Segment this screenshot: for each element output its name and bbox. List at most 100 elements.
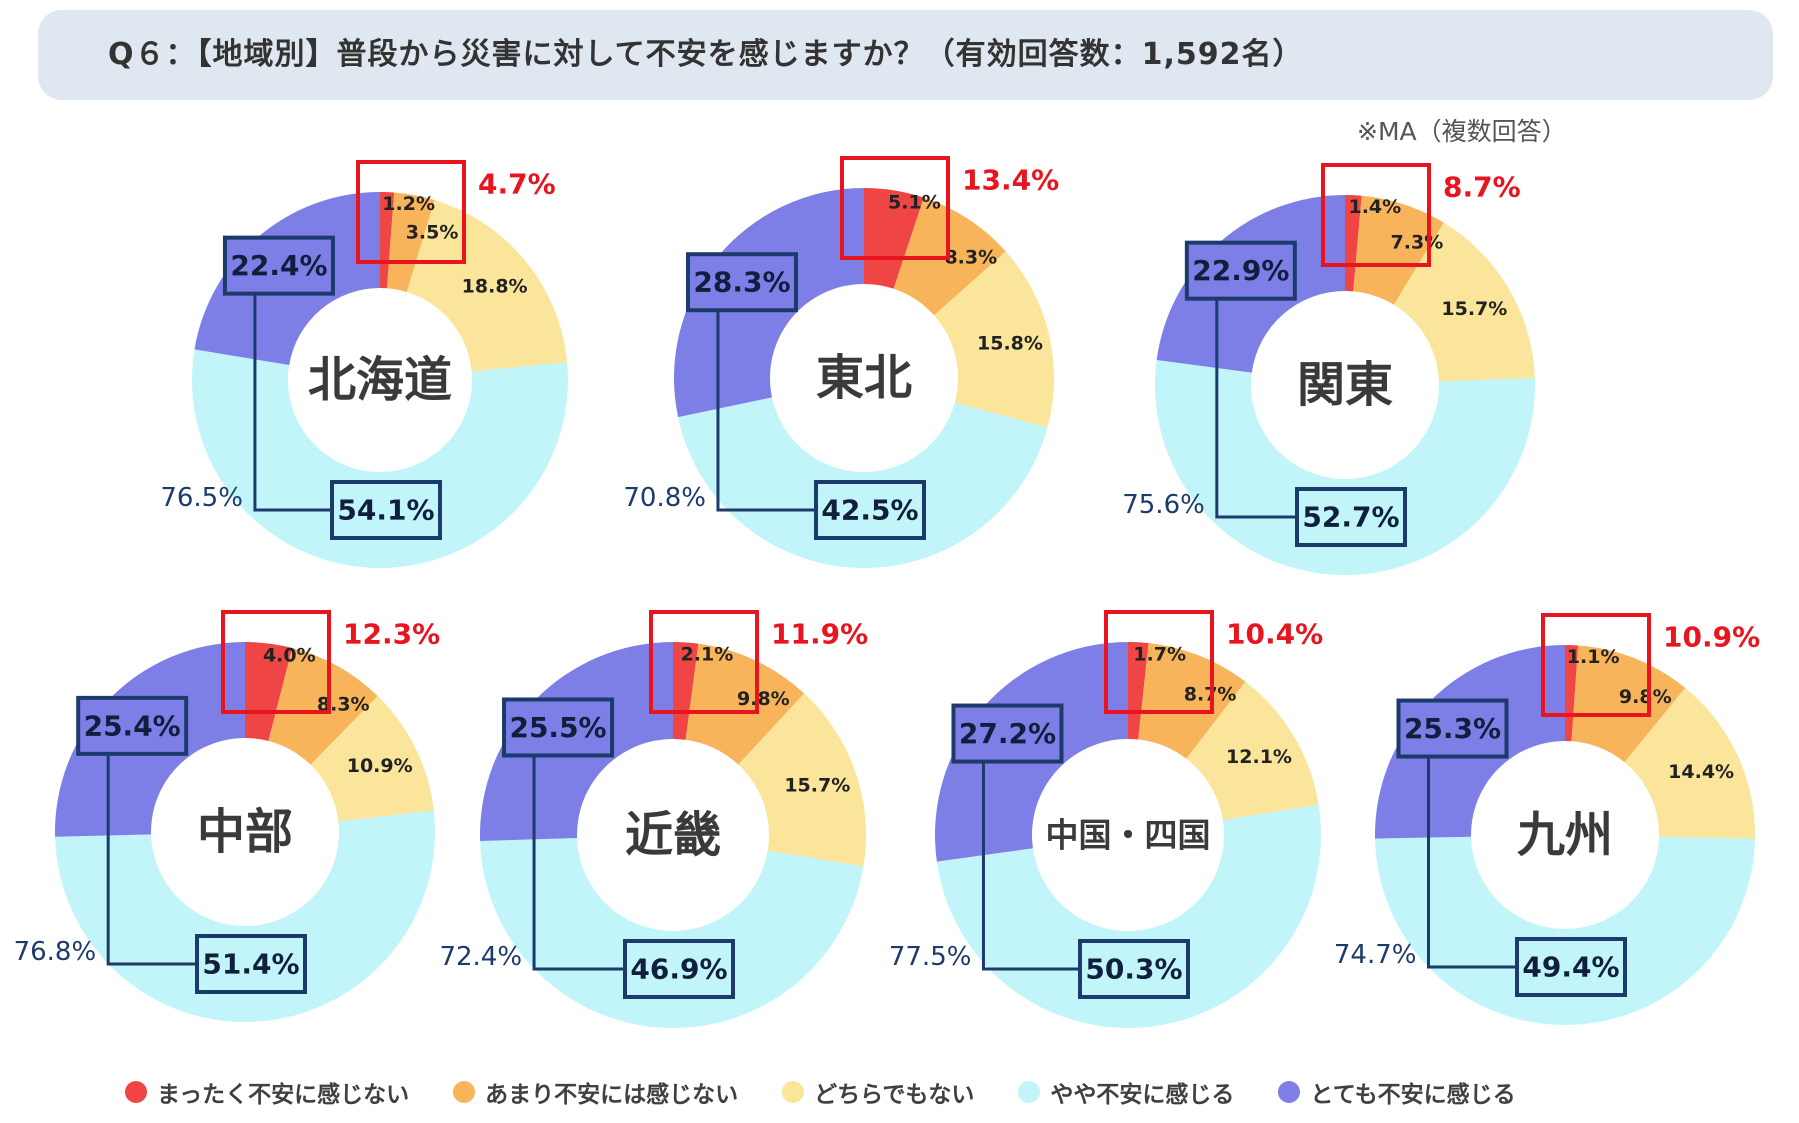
not-anxious-highlight-box: [1104, 610, 1214, 714]
value-label-neutral: 15.7%: [784, 775, 850, 797]
somewhat-anxious-box: [1515, 937, 1627, 997]
anxious-connector-line: [1427, 756, 1517, 969]
value-label-somewhat: 54.1%: [337, 494, 434, 527]
donut-segment-none: [864, 188, 924, 289]
anxious-total: 77.5%: [889, 942, 972, 972]
not-anxious-highlight-box: [221, 610, 331, 714]
donut-segment-little: [268, 647, 378, 765]
value-label-little: 8.3%: [944, 246, 997, 268]
donut-segment-none: [245, 642, 293, 741]
region-name: 中部: [197, 804, 293, 860]
value-label-none: 1.4%: [1348, 196, 1401, 218]
donut-segment-little: [685, 643, 805, 765]
value-label-somewhat: 42.5%: [821, 494, 918, 527]
donut-5: 近畿 2.1% 9.8% 15.7% 11.9% 25.5% 46.9% 72.4%: [439, 610, 868, 1028]
anxious-total: 75.6%: [1122, 490, 1205, 520]
donut-segment-neutral: [738, 693, 866, 867]
value-label-very: 25.5%: [509, 711, 606, 744]
very-anxious-box: [1396, 698, 1509, 759]
value-label-none: 4.0%: [263, 644, 316, 666]
donut-7: 九州 1.1% 9.8% 14.4% 10.9% 25.3% 49.4% 74.7%: [1334, 613, 1760, 1025]
legend-item-little: あまり不安には感じない: [453, 1075, 738, 1109]
not-anxious-total: 4.7%: [478, 168, 556, 201]
anxious-total: 72.4%: [439, 942, 522, 972]
legend-item-somewhat: やや不安に感じる: [1018, 1075, 1234, 1109]
value-label-very: 22.4%: [230, 249, 327, 282]
donut-segment-somewhat: [191, 349, 568, 568]
donut-segment-neutral: [406, 200, 568, 372]
value-label-none: 2.1%: [681, 643, 734, 665]
anxious-total: 76.8%: [14, 937, 97, 967]
very-anxious-box: [1184, 240, 1297, 301]
value-label-neutral: 14.4%: [1668, 761, 1734, 783]
legend-swatch-none: [125, 1081, 147, 1103]
legend-item-very: とても不安に感じる: [1278, 1075, 1516, 1109]
value-label-none: 1.2%: [382, 193, 435, 215]
anxious-total: 76.5%: [160, 483, 243, 513]
donut-1: 北海道 1.2% 3.5% 18.8% 4.7% 22.4% 54.1% 76.5%: [160, 160, 568, 568]
donut-6: 中国・四国1.7%8.7%12.1%10.4%27.2%50.3%77.5%: [889, 610, 1323, 1028]
somewhat-anxious-box: [814, 480, 926, 540]
anxious-connector-line: [253, 293, 332, 512]
donut-segment-somewhat: [55, 810, 436, 1022]
region-name: 九州: [1517, 807, 1613, 863]
value-label-little: 3.5%: [406, 221, 459, 243]
legend-label-none: まったく不安に感じない: [157, 1082, 410, 1108]
value-label-very: 25.3%: [1404, 712, 1501, 745]
value-label-neutral: 18.8%: [462, 275, 528, 297]
donut-segment-none: [1565, 645, 1579, 742]
legend-item-none: まったく不安に感じない: [125, 1075, 409, 1109]
legend-swatch-very: [1278, 1081, 1301, 1103]
value-label-little: 9.8%: [737, 688, 790, 710]
page-title: Q６：【地域別】普段から災害に対して不安を感じますか？（有効回答数：1,592名…: [108, 37, 1304, 72]
anxious-total: 70.8%: [623, 483, 706, 513]
value-label-neutral: 10.9%: [347, 755, 413, 777]
anxious-connector-line: [1215, 298, 1297, 519]
not-anxious-total: 10.9%: [1663, 621, 1760, 654]
legend-label-very: とても不安に感じる: [1310, 1082, 1516, 1108]
donut-segment-somewhat: [1155, 360, 1535, 575]
donut-segment-neutral: [934, 251, 1054, 428]
donut-segment-neutral: [1624, 687, 1755, 839]
very-anxious-box: [502, 697, 615, 758]
not-anxious-highlight-box: [356, 160, 466, 264]
donut-segment-somewhat: [480, 838, 864, 1028]
value-label-very: 25.4%: [84, 709, 181, 742]
region-name: 東北: [816, 350, 912, 406]
donut-segment-somewhat: [936, 804, 1321, 1028]
legend-label-somewhat: やや不安に感じる: [1050, 1082, 1235, 1108]
not-anxious-total: 10.4%: [1226, 618, 1323, 651]
value-label-very: 28.3%: [693, 266, 790, 299]
somewhat-anxious-box: [623, 939, 735, 999]
value-label-somewhat: 51.4%: [202, 948, 299, 981]
anxious-total: 74.7%: [1334, 940, 1417, 970]
value-label-somewhat: 49.4%: [1522, 951, 1619, 984]
not-anxious-total: 8.7%: [1443, 171, 1521, 204]
not-anxious-total: 12.3%: [343, 618, 440, 651]
not-anxious-highlight-box: [649, 610, 759, 714]
not-anxious-total: 13.4%: [962, 164, 1059, 197]
donut-segment-neutral: [310, 695, 434, 822]
legend-label-little: あまり不安には感じない: [485, 1082, 739, 1108]
value-label-none: 1.7%: [1133, 643, 1186, 665]
legend: まったく不安に感じない あまり不安には感じない どちらでもない やや不安に感じる…: [125, 1072, 1516, 1112]
donut-segment-little: [386, 192, 435, 292]
donut-segment-little: [1138, 643, 1246, 759]
anxious-connector-line: [716, 310, 816, 512]
legend-swatch-little: [453, 1081, 476, 1103]
value-label-neutral: 15.7%: [1441, 298, 1507, 320]
value-label-neutral: 15.8%: [977, 332, 1043, 354]
donut-segment-little: [1353, 195, 1444, 305]
donut-segment-little: [1571, 645, 1686, 763]
multiple-answer-note: ※MA（複数回答）: [1357, 117, 1567, 146]
region-name: 関東: [1297, 357, 1393, 413]
value-label-none: 1.1%: [1567, 646, 1620, 668]
value-label-somewhat: 50.3%: [1085, 953, 1182, 986]
not-anxious-highlight-box: [840, 156, 950, 260]
donut-segment-none: [380, 192, 395, 289]
not-anxious-total: 11.9%: [771, 618, 868, 651]
value-label-somewhat: 52.7%: [1302, 501, 1399, 534]
donut-segment-none: [1345, 195, 1362, 292]
value-label-very: 27.2%: [959, 717, 1056, 750]
